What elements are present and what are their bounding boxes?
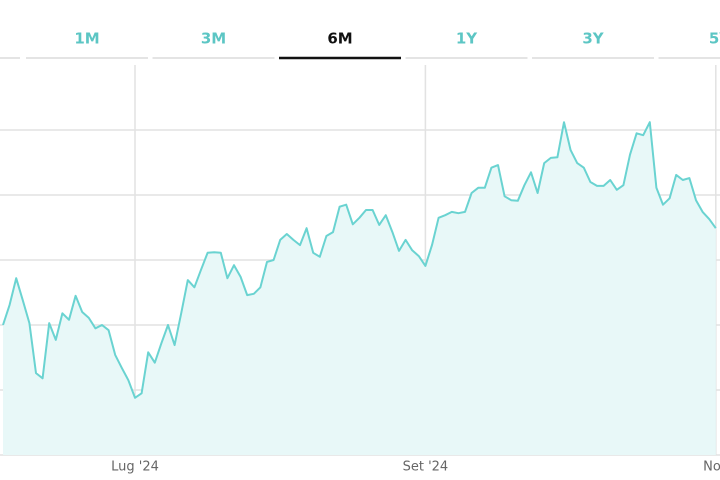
tab-label[interactable]: 6M	[327, 30, 352, 48]
x-tick-label: Lug '24	[111, 460, 159, 475]
x-tick-label: Set '24	[403, 460, 449, 475]
tab-label[interactable]: 1Y	[456, 30, 478, 48]
line	[2, 121, 717, 399]
tab-label[interactable]: 3M	[201, 30, 226, 48]
tab-label[interactable]: 1M	[74, 30, 99, 48]
tab-label[interactable]: 5Y	[709, 30, 720, 48]
area-fill	[3, 122, 716, 455]
x-tick-label: Nov	[703, 460, 720, 475]
tab-label[interactable]: 3Y	[582, 30, 604, 48]
